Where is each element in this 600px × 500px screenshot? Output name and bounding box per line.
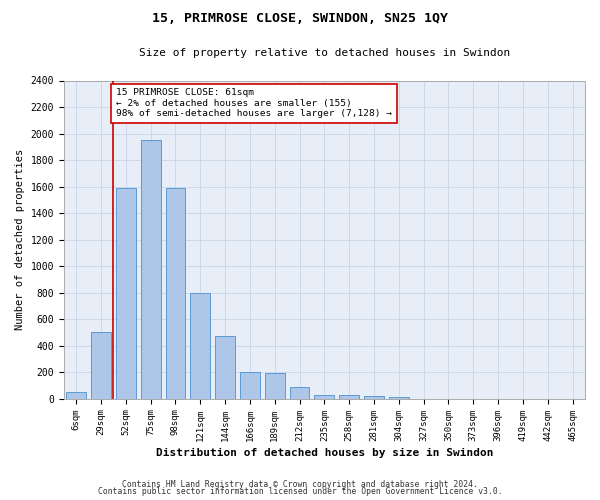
Bar (166, 188, 185, 398)
Bar (116, 188, 136, 398)
Bar (215, 336, 235, 398)
Bar (339, 395, 359, 398)
Text: Contains HM Land Registry data © Crown copyright and database right 2024.: Contains HM Land Registry data © Crown c… (122, 480, 478, 489)
Title: Size of property relative to detached houses in Swindon: Size of property relative to detached ho… (139, 48, 510, 58)
X-axis label: Distribution of detached houses by size in Swindon: Distribution of detached houses by size … (155, 448, 493, 458)
Y-axis label: Number of detached properties: Number of detached properties (15, 149, 25, 330)
Text: 15, PRIMROSE CLOSE, SWINDON, SN25 1QY: 15, PRIMROSE CLOSE, SWINDON, SN25 1QY (152, 12, 448, 26)
Bar (91, 332, 111, 398)
Bar (364, 396, 384, 398)
Bar (314, 394, 334, 398)
Bar (240, 372, 260, 398)
Bar (141, 140, 161, 398)
Bar (66, 392, 86, 398)
Text: Contains public sector information licensed under the Open Government Licence v3: Contains public sector information licen… (98, 488, 502, 496)
Text: 15 PRIMROSE CLOSE: 61sqm
← 2% of detached houses are smaller (155)
98% of semi-d: 15 PRIMROSE CLOSE: 61sqm ← 2% of detache… (116, 88, 392, 118)
Bar (389, 397, 409, 398)
Bar (265, 372, 284, 398)
Bar (290, 386, 310, 398)
Bar (190, 292, 210, 399)
